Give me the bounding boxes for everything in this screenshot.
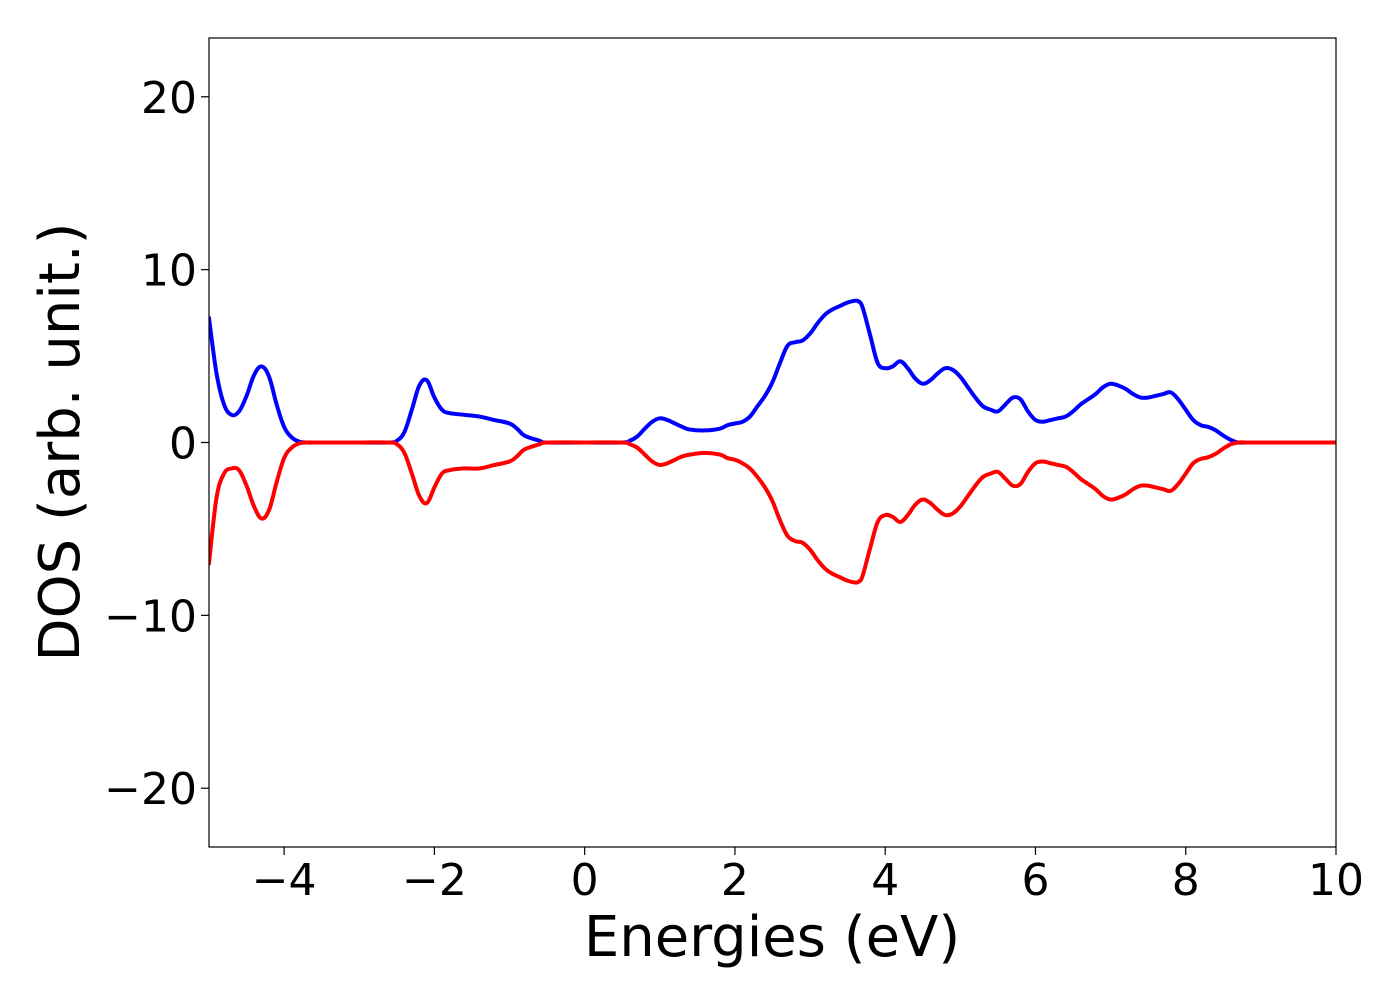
y-tick-label: −10 (104, 591, 197, 642)
series-line-2 (209, 440, 1336, 585)
x-tick-label: 10 (1308, 855, 1364, 906)
series-line-1 (209, 298, 1336, 445)
x-axis-title: Energies (eV) (584, 905, 960, 970)
x-tick-label: 0 (571, 855, 599, 906)
y-axis-ticks: −20 −10 0 10 20 (104, 73, 209, 815)
series-layer (209, 298, 1336, 585)
x-tick-label: 8 (1172, 855, 1200, 906)
x-axis-ticks: −4 −2 0 2 4 6 8 10 (252, 847, 1364, 906)
y-tick-label: 20 (141, 73, 197, 124)
y-axis-title: DOS (arb. unit.) (28, 222, 93, 661)
x-tick-label: −4 (252, 855, 317, 906)
x-tick-label: 2 (721, 855, 749, 906)
y-tick-label: 10 (141, 246, 197, 297)
x-tick-label: 4 (871, 855, 899, 906)
x-tick-label: −2 (402, 855, 467, 906)
y-tick-label: 0 (169, 419, 197, 470)
y-tick-label: −20 (104, 764, 197, 815)
x-tick-label: 6 (1021, 855, 1049, 906)
